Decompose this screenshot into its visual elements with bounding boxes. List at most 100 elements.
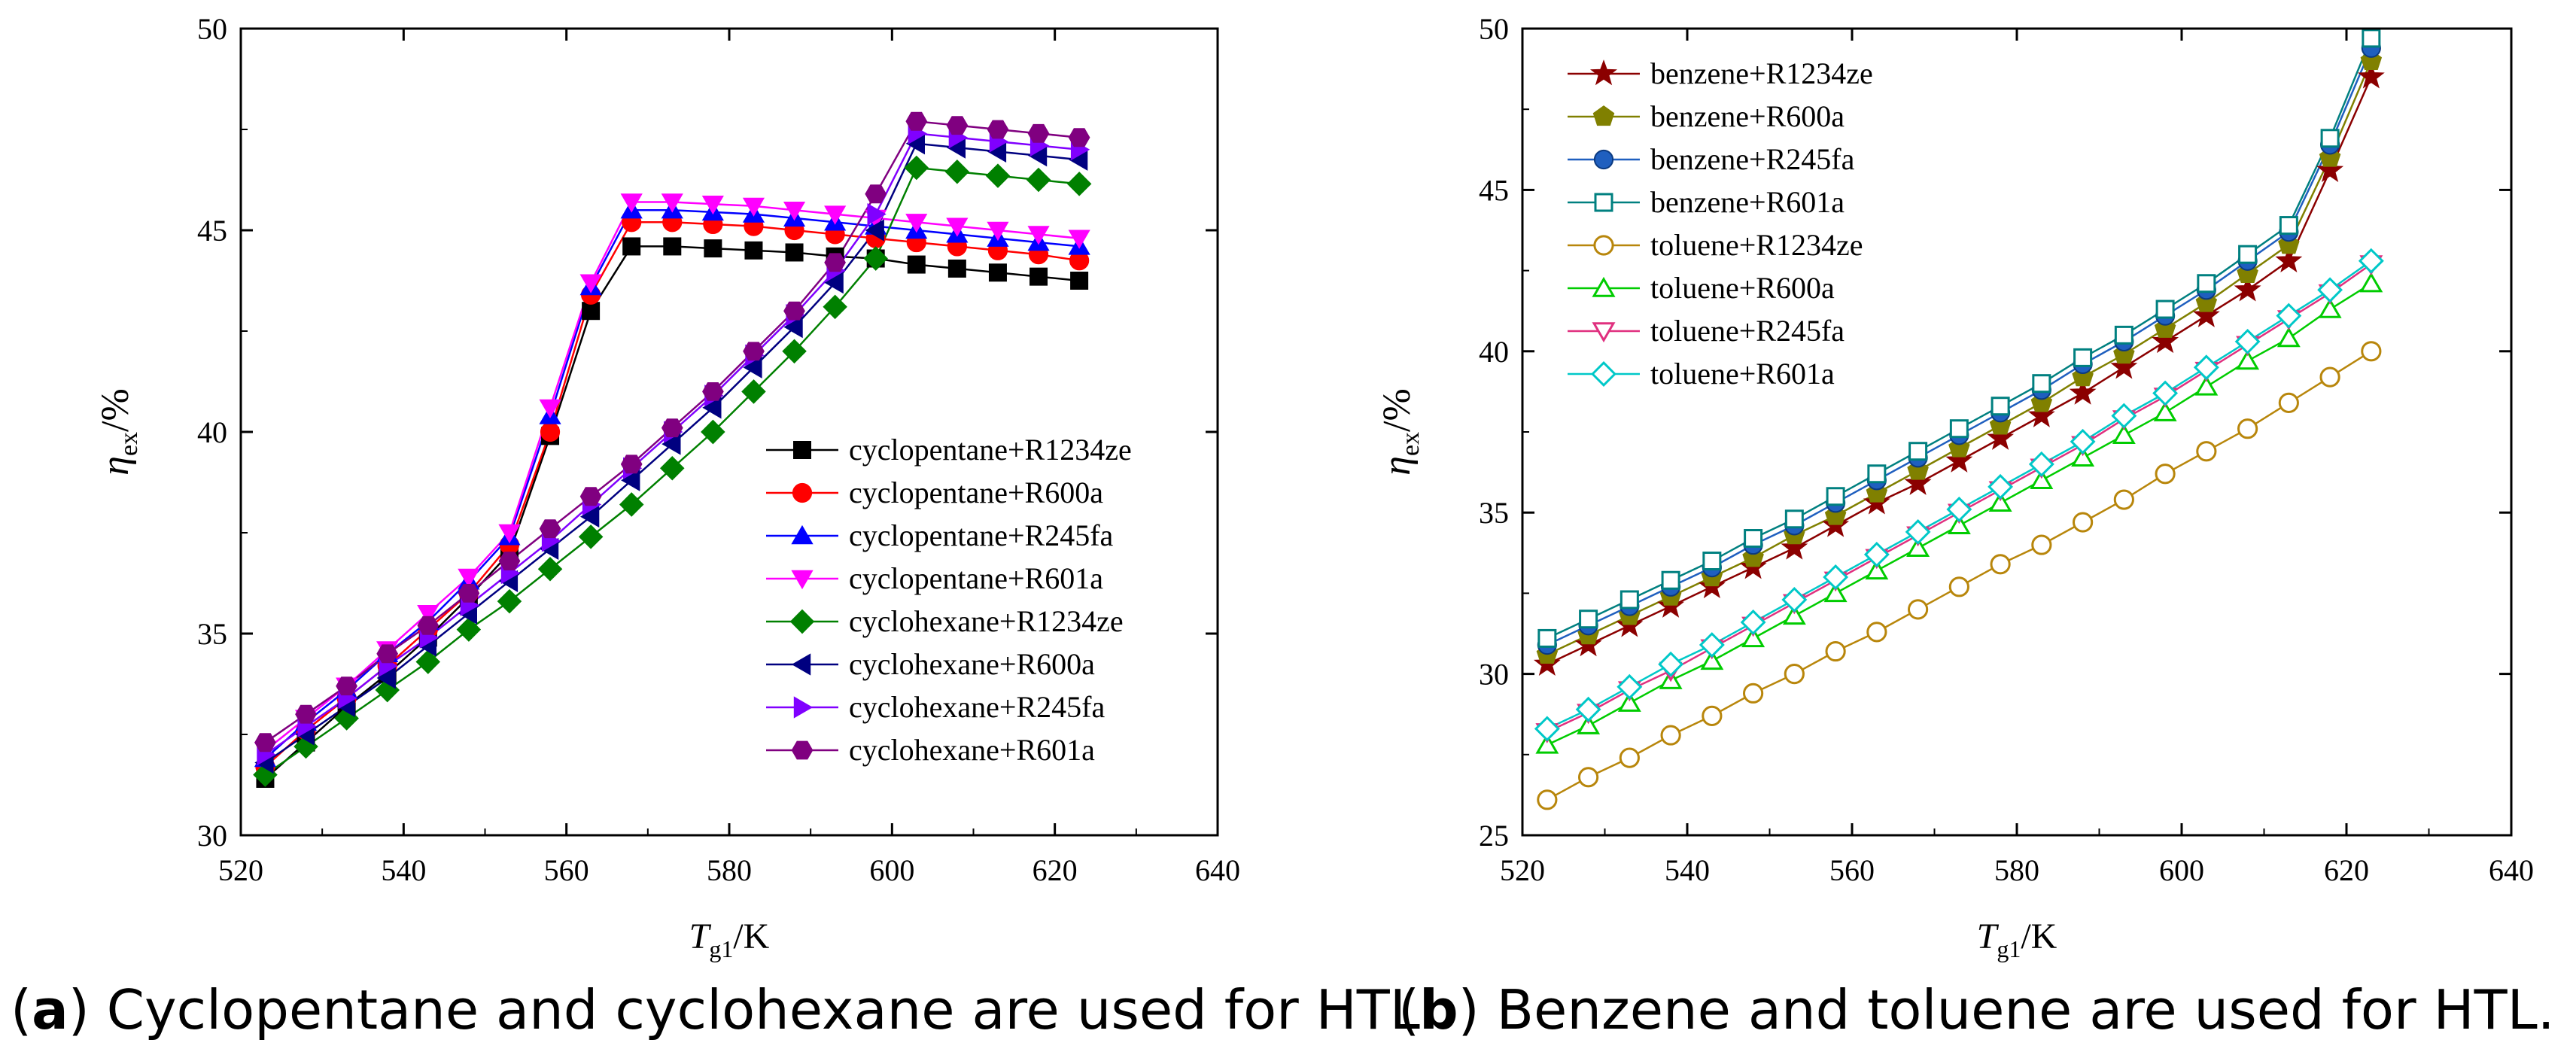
data-point xyxy=(1026,167,1051,193)
y-tick-label: 50 xyxy=(1479,12,1509,46)
data-point xyxy=(579,274,602,293)
data-point xyxy=(946,116,969,135)
legend-item-toluene-r245fa: toluene+R245fa xyxy=(1568,314,1845,348)
x-axis-label-unit: /K xyxy=(2021,917,2057,956)
x-tick-label: 580 xyxy=(707,853,752,887)
legend-item-toluene-r1234ze: toluene+R1234ze xyxy=(1568,228,1863,262)
data-point xyxy=(1948,576,1969,597)
figure: 520 540 560 580 600 620 6403035404550Tg1/Kηex/… xyxy=(94,12,2534,962)
data-point xyxy=(907,255,926,274)
data-point xyxy=(2197,274,2216,293)
data-point xyxy=(987,120,1009,139)
data-point xyxy=(1781,586,1808,613)
data-point xyxy=(1908,599,1929,620)
data-point xyxy=(1617,692,1641,712)
legend-label: toluene+R600a xyxy=(1650,271,1835,305)
legend-marker xyxy=(792,482,813,503)
data-point xyxy=(1991,397,2010,416)
data-point xyxy=(1823,564,1849,590)
legend-marker xyxy=(793,696,814,719)
legend-item-cyclopentane-r245fa: cyclopentane+R245fa xyxy=(766,518,1114,552)
data-point xyxy=(702,397,722,419)
legend-marker xyxy=(789,609,815,634)
data-point xyxy=(2359,272,2383,293)
data-point xyxy=(620,193,643,213)
data-point xyxy=(2320,129,2340,148)
data-point xyxy=(663,237,682,256)
legend-marker xyxy=(1592,105,1615,126)
data-point xyxy=(1990,554,2011,575)
data-point xyxy=(659,455,685,481)
data-point xyxy=(985,163,1011,188)
x-tick-label: 640 xyxy=(1195,853,1240,887)
data-point xyxy=(2276,302,2302,329)
legend-label: cyclohexane+R245fa xyxy=(849,690,1105,724)
data-point xyxy=(783,316,803,339)
legend-label: cyclohexane+R1234ze xyxy=(849,604,1124,638)
data-point xyxy=(704,239,722,258)
data-point xyxy=(2194,375,2219,396)
legend-marker xyxy=(1594,193,1613,212)
data-point xyxy=(1616,673,1643,700)
data-point xyxy=(743,356,762,378)
data-point xyxy=(785,243,804,262)
data-point xyxy=(1988,473,2014,500)
legend-item-cyclopentane-r1234ze: cyclopentane+R1234ze xyxy=(766,433,1132,467)
x-axis-label: Tg1/K xyxy=(689,917,770,962)
y-tick-label: 40 xyxy=(1479,335,1509,369)
y-tick-label: 30 xyxy=(197,819,227,853)
legend-marker xyxy=(1591,360,1616,388)
data-point xyxy=(1946,496,1972,522)
data-point xyxy=(2278,392,2299,414)
data-point xyxy=(579,487,602,506)
data-point xyxy=(1904,469,1932,495)
y-axis-label-unit: /% xyxy=(94,388,137,432)
data-point xyxy=(2358,248,2384,274)
caption-b-letter: b xyxy=(1419,978,1458,1041)
data-point xyxy=(1027,226,1050,245)
y-tick-label: 35 xyxy=(1479,496,1509,530)
data-point xyxy=(295,704,317,724)
data-point xyxy=(2155,464,2176,485)
data-point xyxy=(702,382,724,401)
data-point xyxy=(2279,216,2298,236)
data-point xyxy=(2032,374,2051,394)
series-cyclohexane-r1234ze xyxy=(253,155,1092,787)
y-tick-label: 30 xyxy=(1479,658,1509,692)
x-tick-label: 540 xyxy=(1665,853,1710,887)
data-point xyxy=(1579,610,1598,629)
y-axis-label: ηex/% xyxy=(1376,388,1425,476)
x-tick-label: 640 xyxy=(2489,853,2534,887)
data-point xyxy=(456,617,482,642)
data-point xyxy=(2028,451,2054,477)
data-point xyxy=(823,294,847,320)
data-point xyxy=(1702,705,1723,726)
data-point xyxy=(2073,348,2093,367)
data-point xyxy=(2030,469,2054,489)
data-point xyxy=(376,667,396,689)
legend-label: cyclopentane+R600a xyxy=(849,476,1103,509)
x-tick-label: 560 xyxy=(544,853,589,887)
data-point xyxy=(744,241,763,260)
data-point xyxy=(2073,512,2094,533)
data-point xyxy=(1535,733,1559,754)
legend-label: benzene+R1234ze xyxy=(1650,56,1873,90)
data-point xyxy=(2112,424,2136,444)
data-point xyxy=(1825,640,1846,662)
y-axis-label-symbol: η xyxy=(94,456,137,476)
legend: cyclopentane+R1234ze cyclopentane+R600a cy… xyxy=(766,433,1132,767)
caption-a: (a) Cyclopentane and cyclohexane are use… xyxy=(11,978,1437,1041)
data-point xyxy=(824,272,844,294)
y-tick-label: 25 xyxy=(1479,819,1509,853)
data-point xyxy=(540,421,561,442)
data-point xyxy=(2361,341,2382,362)
data-point xyxy=(1987,424,2015,450)
legend-label: toluene+R245fa xyxy=(1650,314,1845,348)
legend-label: benzene+R600a xyxy=(1650,99,1845,133)
data-point xyxy=(1988,491,2012,512)
y-tick-label: 35 xyxy=(197,617,227,651)
data-point xyxy=(783,202,806,221)
data-point xyxy=(824,205,847,225)
data-point xyxy=(2031,534,2052,555)
data-point xyxy=(987,221,1009,242)
